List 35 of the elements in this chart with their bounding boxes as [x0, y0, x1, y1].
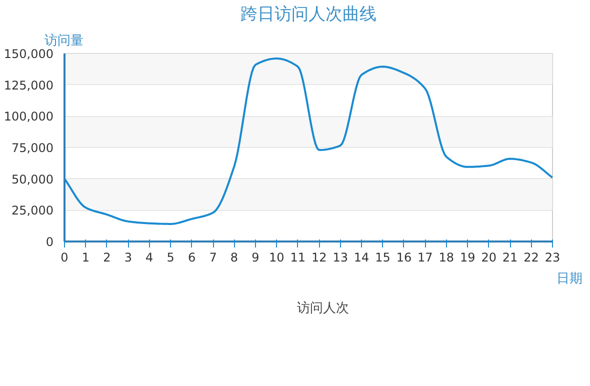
x-tick-label: 18 [438, 250, 454, 264]
y-axis-title: 访问量 [44, 32, 84, 48]
x-tick-label: 11 [290, 250, 306, 264]
chart-title: 跨日访问人次曲线 [240, 4, 376, 24]
x-tick-label: 21 [502, 250, 518, 264]
x-tick-label: 4 [146, 250, 154, 264]
x-tick-label: 20 [481, 250, 496, 264]
y-tick-label: 125,000 [4, 78, 54, 92]
x-tick-label: 7 [209, 250, 217, 264]
y-tick-label: 100,000 [4, 110, 54, 124]
x-tick-label: 15 [375, 250, 390, 264]
x-tick-label: 9 [252, 250, 260, 264]
y-tick-label: 75,000 [12, 141, 54, 155]
x-tick-label: 6 [188, 250, 196, 264]
x-axis-title: 日期 [556, 272, 582, 286]
x-tick-label: 3 [124, 250, 132, 264]
x-tick-label: 8 [230, 250, 238, 264]
x-tick-label: 13 [332, 250, 348, 264]
x-tick-label: 14 [354, 250, 370, 264]
y-tick-label: 0 [46, 235, 54, 249]
x-tick-label: 19 [460, 250, 476, 264]
y-tick-label: 50,000 [12, 172, 54, 186]
y-tick-label: 150,000 [4, 47, 54, 61]
x-tick-label: 16 [396, 250, 412, 264]
x-tick-label: 17 [418, 250, 433, 264]
x-tick-label: 23 [544, 250, 560, 264]
x-tick-label: 22 [524, 250, 539, 264]
text: 访问人次 [297, 300, 349, 317]
x-tick-label: 1 [82, 250, 90, 264]
x-tick-label: 0 [60, 250, 68, 264]
y-tick-label: 25,000 [12, 204, 54, 218]
x-tick-label: 10 [269, 250, 284, 264]
x-tick-label: 5 [166, 250, 174, 264]
x-tick-label: 2 [103, 250, 111, 264]
x-tick-label: 12 [311, 250, 327, 264]
